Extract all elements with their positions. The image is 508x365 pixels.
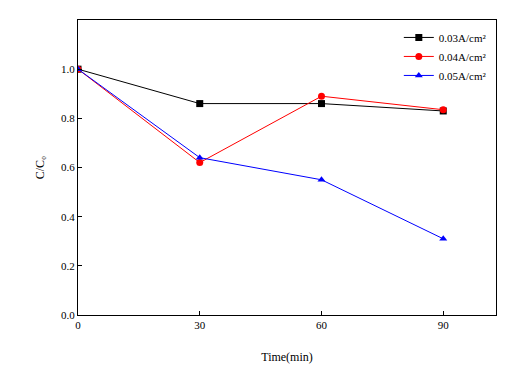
svg-text:0.0: 0.0 <box>61 309 75 321</box>
svg-text:0.4: 0.4 <box>61 211 75 223</box>
svg-text:0.8: 0.8 <box>61 112 75 124</box>
svg-text:60: 60 <box>316 319 328 331</box>
svg-text:0.2: 0.2 <box>61 260 75 272</box>
svg-text:C/C₀: C/C₀ <box>33 156 47 180</box>
svg-text:1.0: 1.0 <box>61 63 75 75</box>
svg-text:30: 30 <box>194 319 206 331</box>
svg-text:Time(min): Time(min) <box>261 350 313 364</box>
svg-text:0.03A/cm²: 0.03A/cm² <box>439 32 487 44</box>
svg-text:0.6: 0.6 <box>61 161 75 173</box>
svg-text:90: 90 <box>438 319 450 331</box>
svg-text:0.05A/cm²: 0.05A/cm² <box>439 70 487 82</box>
svg-text:0: 0 <box>75 319 81 331</box>
svg-text:0.04A/cm²: 0.04A/cm² <box>439 51 487 63</box>
